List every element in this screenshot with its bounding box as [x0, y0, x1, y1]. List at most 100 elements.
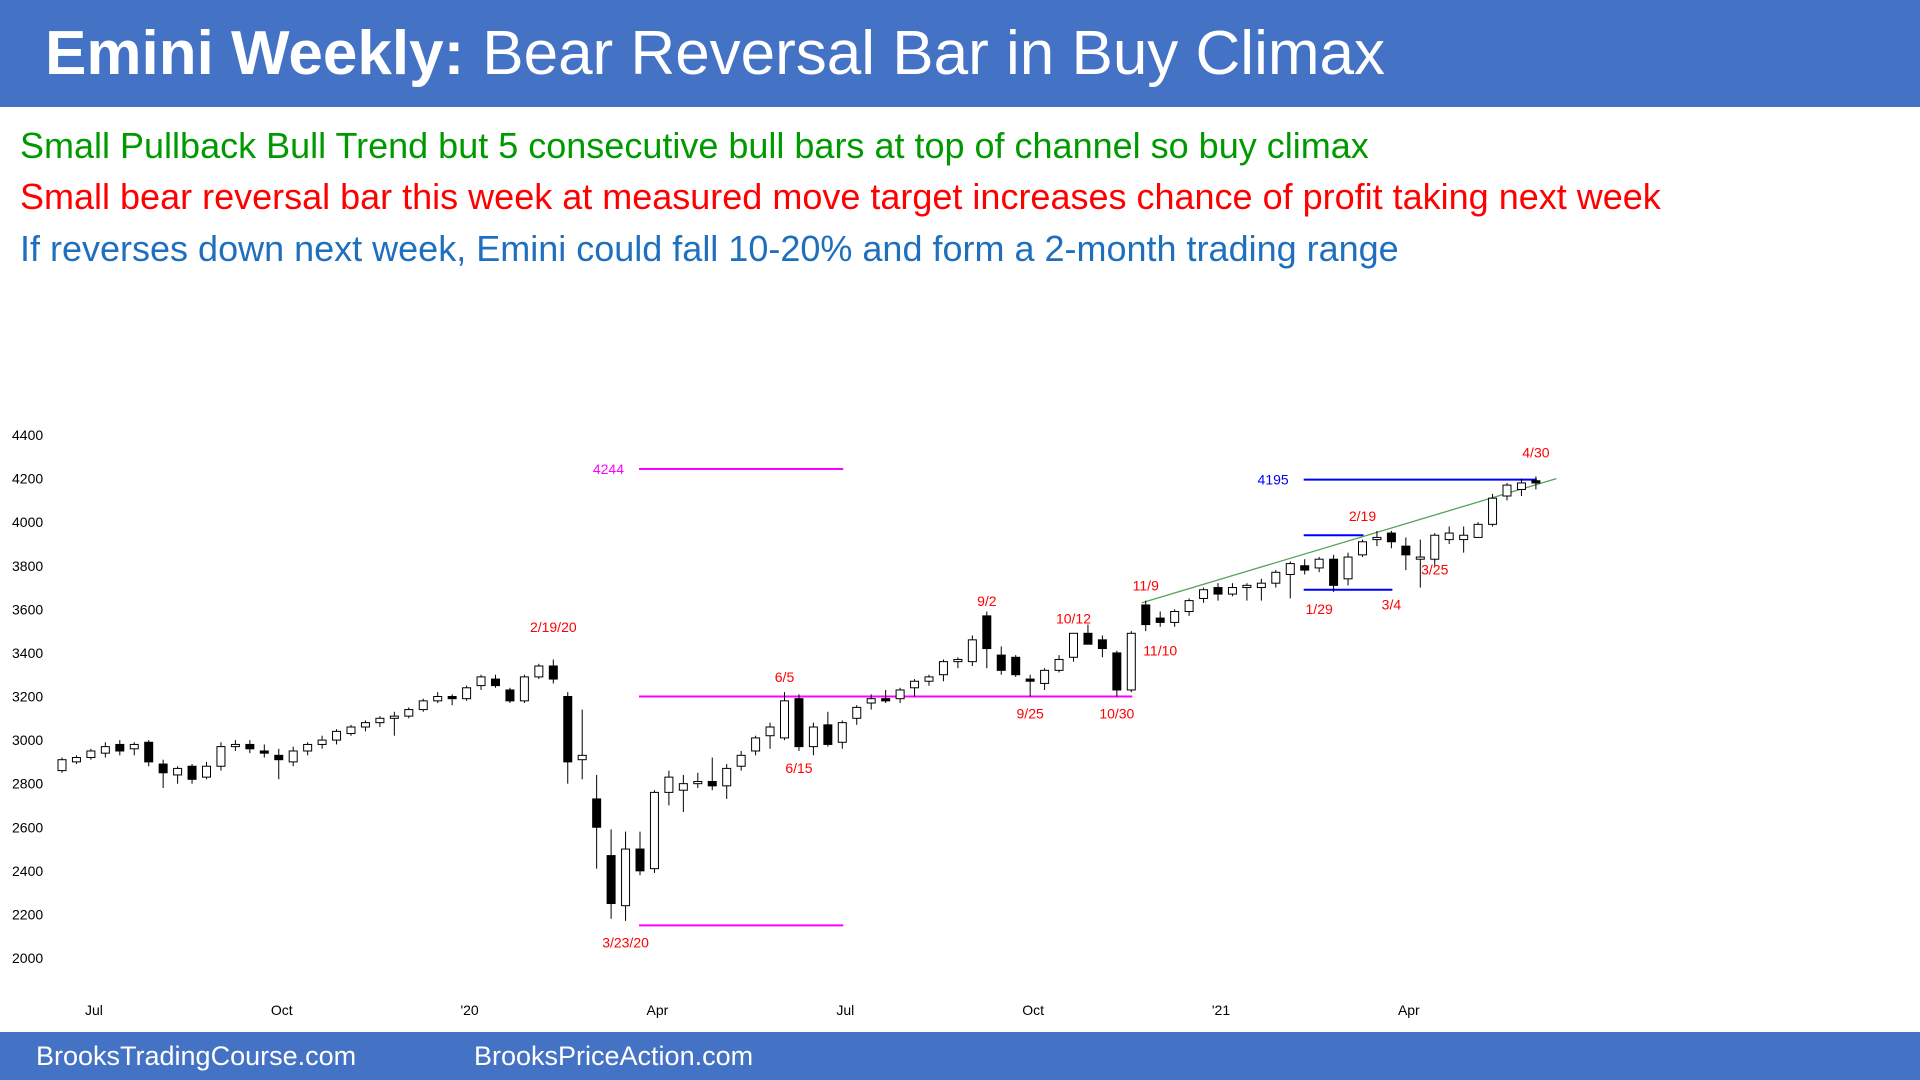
candle-body [57, 759, 67, 772]
candle-body [664, 776, 674, 793]
candle-body [1083, 632, 1093, 645]
candle-body [187, 765, 197, 780]
candle-body [606, 855, 616, 905]
candle-body [1459, 534, 1469, 541]
candle-body [1256, 582, 1266, 589]
candle-body [216, 746, 226, 767]
x-tick-label: Apr [647, 1002, 669, 1018]
candle-body [1097, 639, 1107, 650]
candle-body [823, 724, 833, 745]
candle-body [967, 639, 977, 663]
candle-body [751, 737, 761, 752]
candle-body [1516, 482, 1526, 490]
x-tick-label: Apr [1398, 1002, 1420, 1018]
candle-body [722, 767, 732, 787]
title-bold: Emini Weekly: [45, 19, 465, 88]
date-annotation: 4/30 [1522, 445, 1549, 461]
candle-body [389, 715, 399, 719]
candle-body [577, 754, 587, 761]
candle-body [953, 658, 963, 663]
candle-body [71, 757, 81, 763]
candle-body [996, 654, 1006, 671]
candle-body [1386, 532, 1396, 543]
candle-body [144, 741, 154, 763]
x-tick-label: Jul [836, 1002, 854, 1018]
candle-body [1343, 556, 1353, 580]
candle-body [1126, 632, 1136, 691]
candle-body [1011, 656, 1021, 676]
candle-body [938, 661, 948, 676]
y-tick-label: 2200 [12, 906, 43, 922]
candle-body [1271, 571, 1281, 584]
candle-body [895, 689, 905, 700]
candle-body [1300, 565, 1310, 571]
candle-body [115, 743, 125, 752]
candle-body [910, 680, 920, 689]
trend-channel-line [1141, 477, 1557, 604]
candle-body [332, 730, 342, 741]
candle-body [476, 676, 486, 687]
candle-body [259, 750, 269, 754]
candle-body [100, 746, 110, 754]
y-tick-label: 3200 [12, 689, 43, 705]
date-annotation: 2/19/20 [530, 619, 577, 635]
candle-body [360, 722, 370, 728]
candle-body [1025, 678, 1035, 682]
date-annotation: 11/10 [1143, 642, 1177, 658]
y-tick-label: 3000 [12, 732, 43, 748]
date-annotation: 11/9 [1133, 578, 1159, 594]
candle-body [1170, 611, 1180, 623]
candle-body [433, 696, 443, 702]
candle-body [505, 689, 515, 702]
candle-body [1155, 617, 1165, 623]
date-annotation: 3/25 [1421, 562, 1448, 578]
candle-body [592, 798, 602, 828]
candle-body [866, 698, 876, 704]
candle-body [765, 726, 775, 737]
candle-body [1141, 604, 1151, 626]
x-tick-label: Jul [85, 1002, 103, 1018]
candle-body [1329, 558, 1339, 586]
candle-body [1531, 480, 1541, 484]
y-tick-label: 4200 [12, 471, 43, 487]
date-annotation: 3/23/20 [602, 934, 649, 950]
candle-body [635, 848, 645, 872]
candle-body [1285, 563, 1295, 575]
candle-body [462, 687, 472, 700]
y-tick-label: 2800 [12, 776, 43, 792]
x-tick-label: '21 [1212, 1002, 1230, 1018]
title-bar: Emini Weekly: Bear Reversal Bar in Buy Cl… [0, 0, 1920, 107]
x-tick-label: '20 [460, 1002, 478, 1018]
bullet-buy-climax: Small Pullback Bull Trend but 5 consecut… [20, 125, 1369, 166]
candle-body [678, 783, 688, 791]
candle-body [1184, 600, 1194, 613]
candle-body [245, 743, 255, 750]
date-annotation: 9/25 [1017, 706, 1044, 722]
candle-body [852, 706, 862, 719]
candle-body [1372, 536, 1382, 541]
date-annotation: 6/15 [785, 760, 812, 776]
candle-body [202, 765, 211, 778]
footer-link-brookstradingcourse[interactable]: BrooksTradingCourse.com [36, 1041, 357, 1071]
candle-body [1199, 589, 1209, 599]
candle-body [317, 739, 327, 745]
footer-link-brookspriceaction[interactable]: BrooksPriceAction.com [474, 1041, 754, 1071]
reference-line-label: 4244 [593, 461, 624, 477]
date-annotation: 2/19 [1349, 508, 1376, 524]
date-annotation: 10/12 [1056, 610, 1091, 626]
candle-body [303, 743, 313, 752]
candle-body [1444, 532, 1454, 541]
candle-body [1473, 523, 1483, 538]
date-annotation: 6/5 [775, 669, 795, 685]
y-tick-label: 3400 [12, 645, 43, 661]
candle-body [86, 750, 96, 759]
slide-title: Emini Weekly: Bear Reversal Bar in Buy Cl… [45, 16, 1385, 92]
candle-body [1242, 584, 1252, 589]
x-tick-label: Oct [1022, 1002, 1044, 1018]
title-subtitle: Bear Reversal Bar in Buy Climax [482, 19, 1385, 88]
candle-body [158, 763, 168, 774]
y-tick-label: 3600 [12, 601, 43, 617]
candle-body [649, 791, 659, 870]
candle-body [1213, 587, 1223, 595]
candle-body [1069, 632, 1078, 658]
